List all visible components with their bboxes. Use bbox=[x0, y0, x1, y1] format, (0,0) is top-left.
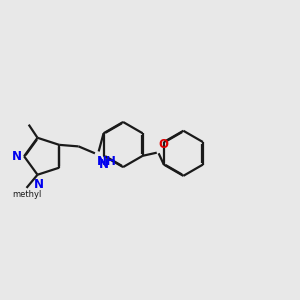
Text: N: N bbox=[99, 158, 109, 171]
Text: methyl: methyl bbox=[12, 190, 41, 200]
Text: NH: NH bbox=[97, 155, 116, 168]
Text: O: O bbox=[158, 138, 168, 152]
Text: N: N bbox=[12, 150, 22, 163]
Text: N: N bbox=[34, 178, 44, 191]
